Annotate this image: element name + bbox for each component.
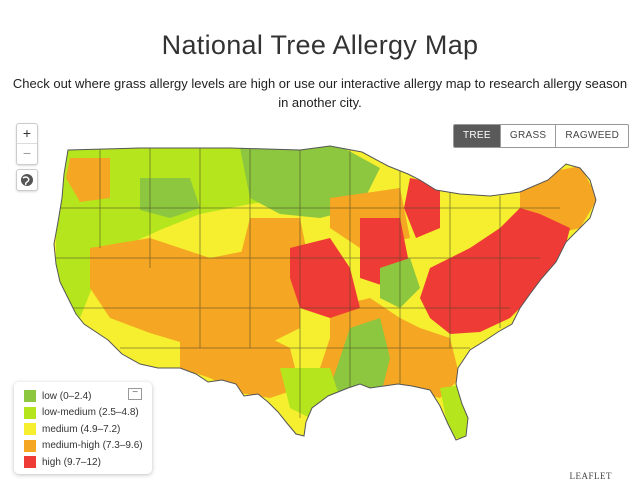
legend-swatch — [24, 390, 36, 403]
legend-label: medium (4.9–7.2) — [42, 423, 121, 435]
zoom-control: + − — [16, 123, 38, 165]
allergen-toggle: TREE GRASS RAGWEED — [453, 124, 630, 148]
legend-swatch — [24, 456, 36, 469]
tab-ragweed[interactable]: RAGWEED — [555, 125, 628, 147]
region-high — [420, 208, 570, 334]
tab-grass[interactable]: GRASS — [499, 125, 556, 147]
legend-item: medium-high (7.3–9.6) — [24, 438, 152, 455]
legend-label: low-medium (2.5–4.8) — [42, 407, 139, 419]
region-medium-high — [180, 318, 300, 398]
legend-item: medium (4.9–7.2) — [24, 421, 152, 438]
map-attribution[interactable]: LEAFLET — [569, 471, 612, 481]
us-outline — [53, 145, 597, 441]
legend-swatch — [24, 423, 36, 436]
legend-item: low (0–2.4) — [24, 388, 152, 405]
legend-swatch — [24, 406, 36, 419]
region-low — [330, 318, 390, 408]
legend-label: high (9.7–12) — [42, 456, 101, 468]
region-medium-high — [90, 238, 300, 348]
region-medium-high — [66, 158, 110, 202]
allergy-map[interactable] — [0, 118, 640, 488]
legend-item: high (9.7–12) — [24, 454, 152, 471]
legend-swatch — [24, 439, 36, 452]
legend-label: low (0–2.4) — [42, 390, 92, 402]
legend-label: medium-high (7.3–9.6) — [42, 440, 143, 452]
legend-collapse-button[interactable]: − — [128, 388, 142, 400]
globe-icon — [21, 174, 33, 186]
tab-tree[interactable]: TREE — [454, 125, 500, 147]
legend-item: low-medium (2.5–4.8) — [24, 405, 152, 422]
page-title: National Tree Allergy Map — [161, 30, 479, 60]
map-legend: − low (0–2.4) low-medium (2.5–4.8) mediu… — [14, 382, 152, 474]
zoom-out-button[interactable]: − — [17, 143, 37, 163]
locate-button[interactable] — [16, 169, 38, 191]
zoom-in-button[interactable]: + — [22, 125, 32, 141]
page-subtitle: Check out where grass allergy levels are… — [12, 76, 628, 110]
